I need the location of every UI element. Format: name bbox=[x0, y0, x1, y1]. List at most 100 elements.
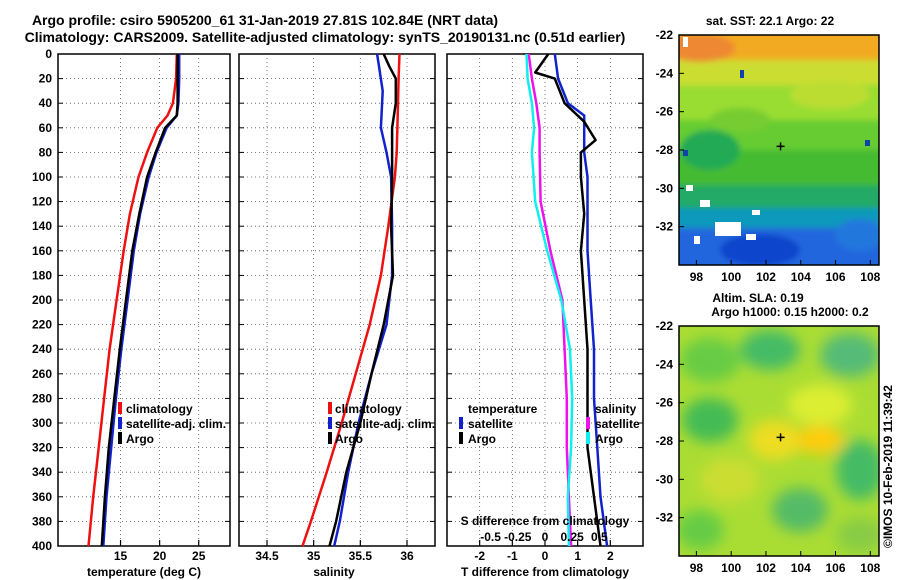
map-x-tick-label: 98 bbox=[690, 270, 704, 284]
difference-salinity-tick-label: 0 bbox=[542, 530, 549, 544]
imos-watermark: ©IMOS 10-Feb-2019 11:39:42 bbox=[881, 385, 895, 548]
difference-salinity-ticks: -0.5 -0.25 0 0.25 0.5 bbox=[480, 530, 608, 544]
salinity-x-ticks: 34.5 35 35.5 36 bbox=[239, 53, 435, 563]
depth-tick-label: 80 bbox=[39, 145, 53, 159]
difference-series-temperature-satellite bbox=[553, 53, 609, 547]
map-y-tick-label: -30 bbox=[656, 472, 674, 486]
map-y-tick-label: -26 bbox=[656, 105, 674, 119]
difference-x-tick-label: 0 bbox=[542, 549, 549, 563]
depth-tick-label: 340 bbox=[32, 465, 52, 479]
sla-map-ticks: 98 100 102 104 106 108 -22 -24 -26 -28 -30 -32 bbox=[656, 319, 881, 575]
depth-tick-label: 400 bbox=[32, 539, 52, 553]
difference-x-ticks: -2 -1 0 1 2 bbox=[447, 53, 643, 563]
salinity-series-climatology bbox=[301, 53, 401, 547]
salinity-series-argo bbox=[328, 53, 398, 547]
legend-temperature-argo: Argo bbox=[468, 432, 496, 446]
legend-swatch-satellite bbox=[118, 417, 122, 429]
legend-temperature-header: temperature bbox=[468, 402, 538, 416]
temperature-x-label: temperature (deg C) bbox=[87, 565, 201, 579]
legend-climatology: climatology bbox=[335, 402, 402, 416]
temperature-panel: 15 20 25 temperature (deg C) climatology s… bbox=[57, 53, 231, 579]
map-y-tick-label: -28 bbox=[656, 434, 674, 448]
salinity-legend: climatology satellite-adj. clim. Argo bbox=[328, 402, 435, 446]
depth-tick-label: 360 bbox=[32, 490, 52, 504]
sst-map: sat. SST: 22.1 Argo: 22 bbox=[656, 14, 881, 284]
title-line-2: Climatology: CARS2009. Satellite-adjuste… bbox=[25, 29, 626, 45]
legend-swatch-climatology bbox=[328, 402, 332, 414]
legend-swatch-salinity-satellite bbox=[586, 417, 590, 429]
salinity-x-tick-label: 35.5 bbox=[349, 549, 373, 563]
difference-series-salinity-argo bbox=[525, 53, 574, 547]
depth-tick-label: 320 bbox=[32, 441, 52, 455]
difference-salinity-tick-label: 0.25 bbox=[561, 530, 585, 544]
sst-field bbox=[679, 35, 879, 265]
difference-x-tick-label: -2 bbox=[474, 549, 485, 563]
salinity-x-tick-label: 35 bbox=[307, 549, 321, 563]
depth-tick-label: 380 bbox=[32, 514, 52, 528]
salinity-panel: 34.5 35 35.5 36 salinity climatology satell… bbox=[238, 53, 436, 579]
salinity-x-tick-label: 34.5 bbox=[255, 549, 279, 563]
difference-legend: temperature satellite Argo salinity sate… bbox=[459, 402, 640, 446]
legend-argo: Argo bbox=[335, 432, 363, 446]
legend-swatch-temperature-satellite bbox=[459, 417, 463, 429]
difference-salinity-tick-label: 0.5 bbox=[591, 530, 608, 544]
depth-tick-label: 20 bbox=[39, 72, 53, 86]
depth-tick-label: 40 bbox=[39, 96, 53, 110]
legend-swatch-argo bbox=[328, 432, 332, 444]
sla-map-title: Altim. SLA: 0.19 bbox=[712, 291, 804, 305]
difference-salinity-tick-label: -0.5 bbox=[480, 530, 501, 544]
temperature-x-tick-label: 20 bbox=[153, 549, 167, 563]
sst-argo-position-marker bbox=[776, 142, 785, 151]
salinity-frame bbox=[238, 53, 436, 547]
sla-map-subtitle: Argo h1000: 0.15 h2000: 0.2 bbox=[711, 305, 869, 319]
map-x-tick-label: 104 bbox=[791, 561, 811, 575]
temperature-legend: climatology satellite-adj. clim. Argo bbox=[118, 402, 226, 446]
legend-salinity-argo: Argo bbox=[595, 432, 623, 446]
map-x-tick-label: 108 bbox=[860, 270, 880, 284]
depth-tick-label: 260 bbox=[32, 367, 52, 381]
map-y-tick-label: -22 bbox=[656, 319, 674, 333]
map-y-tick-label: -30 bbox=[656, 181, 674, 195]
sla-map: Altim. SLA: 0.19 Argo h1000: 0.15 h2000:… bbox=[656, 291, 881, 575]
legend-climatology: climatology bbox=[126, 402, 193, 416]
depth-tick-label: 240 bbox=[32, 342, 52, 356]
map-y-tick-label: -24 bbox=[656, 357, 674, 371]
difference-series-salinity-satellite bbox=[527, 53, 573, 547]
map-x-tick-label: 100 bbox=[721, 270, 741, 284]
map-y-tick-label: -32 bbox=[656, 220, 674, 234]
temperature-x-tick-label: 25 bbox=[192, 549, 206, 563]
salinity-grid bbox=[239, 54, 435, 546]
legend-swatch-satellite bbox=[328, 417, 332, 429]
title-line-1: Argo profile: csiro 5905200_61 31-Jan-20… bbox=[32, 12, 498, 28]
legend-satellite: satellite-adj. clim. bbox=[335, 417, 435, 431]
difference-panel: -2 -1 0 1 2 -0.5 -0.25 0 0.25 0.5 S difference f… bbox=[446, 53, 644, 579]
depth-tick-label: 220 bbox=[32, 318, 52, 332]
legend-swatch-salinity-argo bbox=[586, 432, 590, 444]
sst-map-ticks: 98 100 102 104 106 108 -22 -24 -26 -28 -30 -32 bbox=[656, 28, 881, 284]
depth-tick-label: 160 bbox=[32, 244, 52, 258]
map-y-tick-label: -22 bbox=[656, 28, 674, 42]
map-x-tick-label: 102 bbox=[756, 270, 776, 284]
depth-tick-label: 180 bbox=[32, 268, 52, 282]
map-y-tick-label: -26 bbox=[656, 396, 674, 410]
legend-swatch-climatology bbox=[118, 402, 122, 414]
sla-field bbox=[679, 326, 879, 556]
salinity-x-tick-label: 36 bbox=[400, 549, 414, 563]
map-x-tick-label: 104 bbox=[791, 270, 811, 284]
salinity-difference-label: S difference from climatology bbox=[461, 514, 630, 528]
depth-tick-label: 100 bbox=[32, 170, 52, 184]
legend-salinity-satellite: satellite bbox=[595, 417, 640, 431]
temperature-series-argo bbox=[100, 54, 179, 547]
map-x-tick-label: 98 bbox=[690, 561, 704, 575]
sst-map-title: sat. SST: 22.1 Argo: 22 bbox=[706, 14, 835, 28]
depth-tick-label: 120 bbox=[32, 195, 52, 209]
legend-salinity-header: salinity bbox=[595, 402, 637, 416]
map-x-tick-label: 102 bbox=[756, 561, 776, 575]
map-x-tick-label: 106 bbox=[826, 561, 846, 575]
difference-x-tick-label: 2 bbox=[607, 549, 614, 563]
map-y-tick-label: -28 bbox=[656, 143, 674, 157]
depth-tick-label: 200 bbox=[32, 293, 52, 307]
depth-tick-label: 300 bbox=[32, 416, 52, 430]
map-y-tick-label: -24 bbox=[656, 66, 674, 80]
sla-argo-position-marker bbox=[776, 433, 785, 442]
